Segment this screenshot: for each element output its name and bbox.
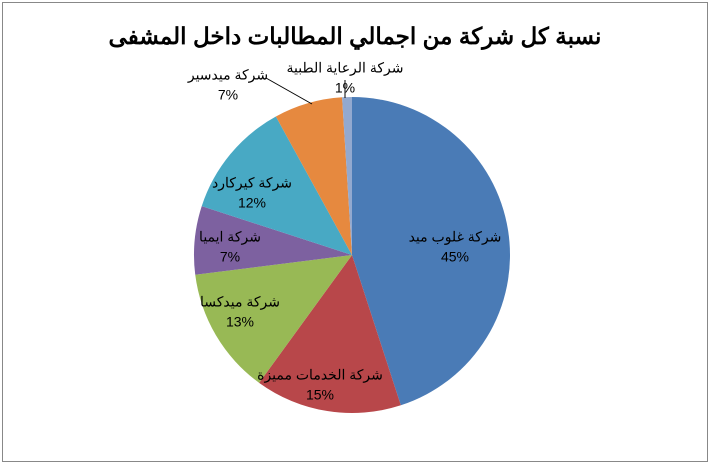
pie-slice [259, 255, 401, 413]
slice-label: شركة الخدمات مميزة [257, 367, 383, 384]
slice-value-label: 13% [226, 314, 254, 330]
slice-label: شركة ميدكسا [200, 294, 280, 311]
pie-slice [352, 97, 511, 406]
leader-line [265, 77, 313, 105]
pie-slice [275, 97, 352, 256]
slice-value-label: 7% [218, 87, 238, 103]
slice-value-label: 45% [441, 249, 469, 265]
slice-label: شركة غلوب ميد [409, 229, 502, 246]
pie-slice [201, 116, 352, 255]
slice-label: شركة ايميا [199, 229, 261, 246]
slice-value-label: 1% [335, 80, 355, 96]
pie-slice [194, 206, 352, 275]
chart-title: نسبة كل شركة من اجمالي المطالبات داخل ال… [109, 23, 602, 51]
slice-label: شركة كيركارد [212, 175, 292, 192]
pie-slice [195, 255, 352, 383]
slice-value-label: 7% [220, 249, 240, 265]
pie-slice [342, 97, 352, 255]
slice-value-label: 15% [306, 387, 334, 403]
slice-value-label: 12% [238, 195, 266, 211]
slice-label: شركة ميدسير [187, 67, 268, 84]
slice-label: شركة الرعاية الطبية [287, 60, 404, 77]
